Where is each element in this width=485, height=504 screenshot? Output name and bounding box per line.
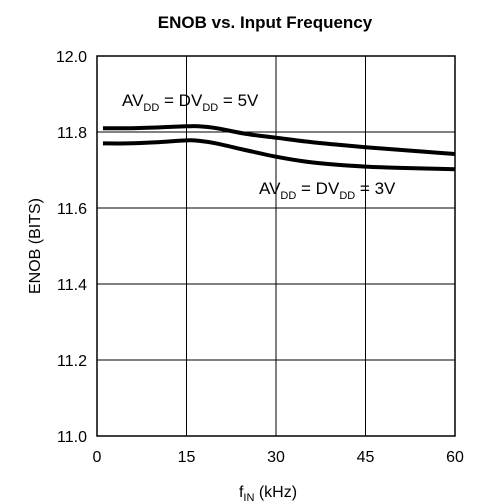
- y-axis-label: ENOB (BITS): [27, 198, 44, 294]
- annotation-5v-part-1: DD: [143, 102, 159, 114]
- series-line-3v: [102, 138, 456, 172]
- series-group: [102, 124, 456, 172]
- x-tick-label: 60: [446, 449, 464, 466]
- annotation-5v: AVDD = DVDD = 5V: [122, 91, 259, 114]
- annotation-3v-part-4: = 3V: [355, 179, 396, 198]
- annotation-3v-part-3: DD: [339, 190, 355, 202]
- y-tick-labels: 11.0 11.2 11.4 11.6 11.8 12.0: [56, 49, 87, 446]
- x-axis-label-sub: IN: [243, 492, 254, 504]
- x-tick-label: 45: [357, 449, 375, 466]
- annotation-3v-part-1: DD: [280, 190, 296, 202]
- annotation-3v: AVDD = DVDD = 3V: [259, 179, 396, 202]
- x-axis-label-rest: (kHz): [254, 484, 297, 501]
- annotation-3v-part-2: = DV: [296, 179, 340, 198]
- y-tick-label: 11.6: [57, 201, 87, 218]
- annotation-5v-part-2: = DV: [159, 91, 203, 110]
- y-tick-label: 11.0: [57, 429, 87, 446]
- y-tick-label: 12.0: [56, 49, 87, 66]
- x-tick-label: 30: [267, 449, 285, 466]
- x-tick-labels: 0 15 30 45 60: [93, 449, 464, 466]
- y-tick-label: 11.2: [57, 353, 87, 370]
- x-tick-label: 15: [178, 449, 196, 466]
- annotation-5v-part-4: = 5V: [218, 91, 259, 110]
- annotation-3v-part-0: AV: [259, 179, 281, 198]
- y-tick-label: 11.8: [57, 125, 87, 142]
- series-line-5v: [102, 124, 456, 157]
- chart-title: ENOB vs. Input Frequency: [158, 13, 373, 32]
- x-axis-label-main: f: [239, 484, 244, 501]
- x-axis-label: fIN (kHz): [239, 484, 297, 504]
- plot-frame: [96, 55, 456, 437]
- annotation-5v-part-0: AV: [122, 91, 144, 110]
- annotation-5v-part-3: DD: [202, 102, 218, 114]
- y-tick-label: 11.4: [57, 277, 87, 294]
- x-tick-label: 0: [93, 449, 102, 466]
